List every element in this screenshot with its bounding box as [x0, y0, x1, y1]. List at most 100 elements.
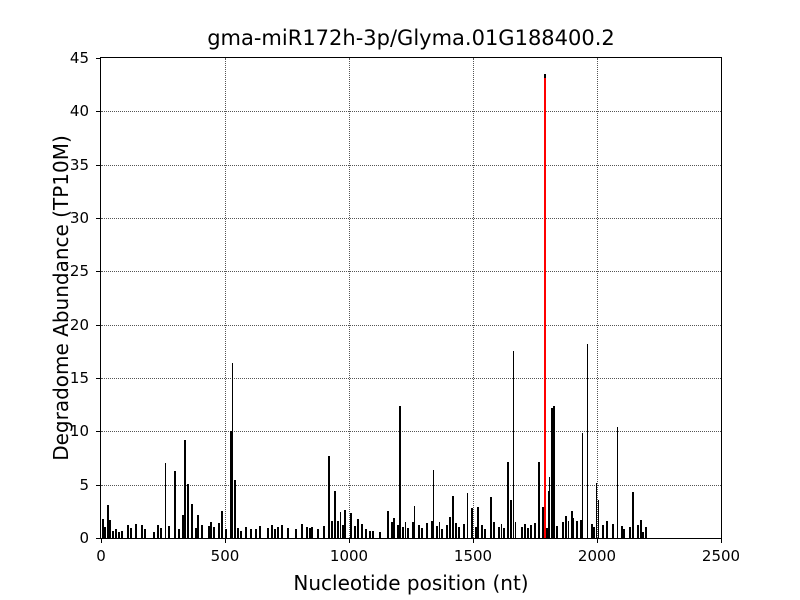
degradome-bar: [165, 463, 167, 538]
degradome-bar: [507, 462, 509, 538]
degradome-bar: [141, 525, 143, 538]
degradome-bar: [512, 351, 515, 538]
degradome-bar: [354, 526, 356, 538]
degradome-bar: [477, 507, 479, 538]
degradome-bar: [135, 524, 137, 538]
degradome-bar: [197, 514, 199, 538]
degradome-bar: [449, 516, 451, 538]
degradome-bar: [562, 522, 564, 538]
degradome-bar: [452, 496, 454, 538]
degradome-bar: [160, 528, 162, 538]
chart-title: gma-miR172h-3p/Glyma.01G188400.2: [207, 26, 615, 50]
degradome-bar: [567, 520, 569, 538]
degradome-bar: [597, 499, 600, 538]
x-tick-label: 1500: [453, 547, 493, 565]
degradome-bar: [637, 525, 639, 538]
degradome-bar: [572, 517, 574, 538]
y-tick-mark: [96, 218, 101, 219]
x-axis-label: Nucleotide position (nt): [293, 571, 529, 595]
degradome-bar: [556, 526, 558, 538]
degradome-bar: [399, 405, 401, 538]
degradome-bar: [591, 524, 593, 538]
degradome-bar: [350, 513, 352, 538]
degradome-bar: [309, 528, 311, 538]
degradome-bar: [553, 405, 555, 538]
degradome-bar: [548, 477, 551, 538]
x-tick-mark: [101, 538, 102, 543]
degradome-bar: [606, 520, 608, 538]
degradome-bar: [530, 525, 532, 538]
degradome-bar: [210, 522, 212, 538]
degradome-bar: [387, 511, 389, 538]
x-tick-mark: [225, 538, 226, 543]
degradome-bar: [379, 531, 381, 538]
degradome-bar: [208, 526, 210, 538]
degradome-bar: [361, 524, 363, 538]
degradome-bar: [281, 525, 283, 538]
degradome-bar: [221, 511, 223, 538]
y-tick-mark: [96, 271, 101, 273]
x-tick-label: 2000: [577, 547, 617, 565]
degradome-bar: [441, 529, 443, 538]
x-gridline: [349, 58, 350, 538]
degradome-bar: [393, 517, 395, 538]
y-tick-label: 0: [79, 529, 89, 547]
degradome-bar: [404, 522, 407, 538]
degradome-bar: [565, 515, 567, 538]
degradome-bar: [317, 529, 319, 538]
degradome-bar: [369, 530, 371, 538]
degradome-bar: [187, 483, 189, 538]
degradome-bar: [115, 529, 117, 538]
degradome-bar: [109, 519, 111, 538]
degradome-bar: [195, 528, 197, 538]
degradome-bar: [372, 530, 374, 538]
degradome-bar: [455, 523, 457, 538]
y-axis-label: Degradome Abundance (TP10M): [49, 135, 73, 461]
degradome-bar: [267, 528, 269, 538]
degradome-bar: [426, 523, 428, 538]
degradome-bar: [547, 491, 550, 538]
degradome-bar: [616, 427, 619, 538]
degradome-bar: [521, 527, 523, 538]
degradome-bar: [510, 499, 512, 538]
degradome-bar: [230, 431, 232, 538]
y-tick-label: 35: [69, 155, 89, 174]
x-tick-label: 0: [96, 547, 106, 565]
degradome-bar: [538, 462, 540, 538]
x-gridline: [225, 58, 226, 538]
y-tick-label: 25: [69, 262, 89, 281]
degradome-bar: [602, 525, 604, 538]
y-tick-mark: [96, 58, 101, 59]
x-tick-mark: [721, 538, 722, 543]
x-gridline: [473, 58, 474, 538]
degradome-bar: [323, 526, 325, 538]
degradome-bar: [645, 527, 647, 538]
degradome-bar: [306, 527, 308, 538]
degradome-bar: [397, 525, 399, 538]
degradome-bar: [503, 528, 505, 538]
degradome-bar: [271, 525, 273, 538]
x-tick-mark: [597, 538, 598, 543]
degradome-bar: [629, 527, 631, 538]
degradome-bar: [475, 527, 477, 538]
degradome-bar: [490, 497, 492, 538]
degradome-bar: [642, 531, 644, 538]
degradome-bar: [493, 522, 495, 538]
degradome-bar: [534, 523, 536, 538]
degradome-bar: [218, 523, 220, 538]
degradome-bar: [277, 527, 279, 538]
y-gridline: [101, 324, 721, 326]
degradome-bar: [201, 525, 203, 538]
y-gridline: [101, 484, 721, 486]
y-tick-label: 30: [69, 209, 89, 227]
y-tick-label: 20: [69, 315, 89, 334]
degradome-bar: [127, 525, 129, 538]
degradome-bar: [328, 455, 330, 538]
degradome-bar: [481, 525, 483, 538]
degradome-bar: [301, 524, 303, 538]
degradome-bar: [580, 519, 582, 538]
degradome-bar: [576, 520, 578, 538]
degradome-bar: [337, 520, 339, 538]
y-tick-mark: [96, 484, 101, 486]
degradome-bar: [596, 482, 598, 538]
